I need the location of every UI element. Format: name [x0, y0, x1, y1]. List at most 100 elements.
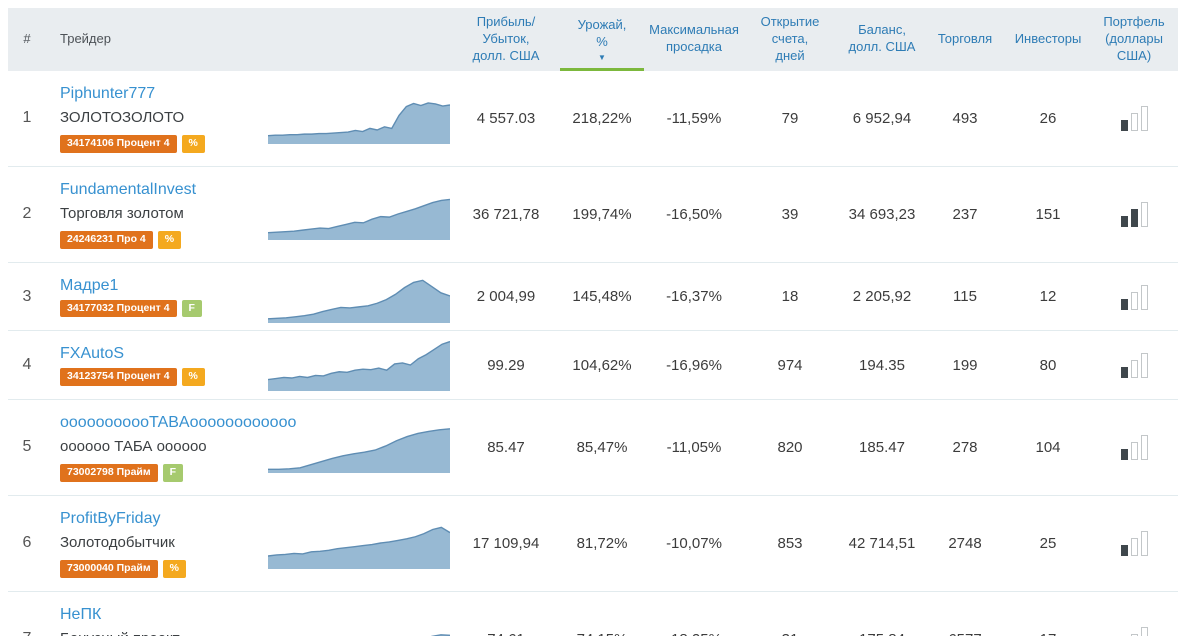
trader-strategy: oooooo ТАБА oooooo: [60, 437, 207, 455]
portfolio-bar-empty: [1140, 531, 1148, 557]
trader-name-link[interactable]: FundamentalInvest: [60, 180, 197, 198]
portfolio-chart-icon[interactable]: [1090, 352, 1178, 379]
trader-cell: НеПК Бонусный проект 46148245 Процент 6 …: [46, 592, 268, 636]
table-body: 1 Piphunter777 ЗОЛОТОЗОЛОТО 34174106 Про…: [8, 71, 1178, 636]
column-header-portfolio[interactable]: Портфель (доллары США): [1103, 14, 1165, 63]
investors-value: 17: [1006, 631, 1090, 636]
account-badge: 73000040 Прайм: [60, 560, 158, 578]
drawdown-value: -10,07%: [666, 534, 722, 552]
portfolio-bar-empty: [1130, 360, 1138, 379]
table-row: 6 ProfitByFriday Золотодобытчик 73000040…: [8, 496, 1178, 592]
traders-rating-table: # Трейдер Прибыль/Убыток, долл. США Урож…: [8, 8, 1178, 636]
table-row: 4 FXAutoS 34123754 Процент 4 % 99.29 104…: [8, 331, 1178, 400]
drawdown-value: -11,05%: [666, 438, 722, 456]
column-header-yield[interactable]: Урожай, % ▼: [556, 8, 648, 71]
account-badge: 34177032 Процент 4: [60, 299, 177, 318]
portfolio-bar-empty: [1130, 442, 1138, 461]
trader-name-link[interactable]: НеПК: [60, 605, 102, 623]
days-value: 853: [777, 534, 803, 552]
trader-cell: ooooooooooTABAoooooooooooo oooooo ТАБА o…: [46, 400, 296, 495]
column-header-trading[interactable]: Торговля: [937, 30, 993, 46]
portfolio-bar-filled: [1120, 545, 1128, 557]
yield-value: 85,47%: [576, 438, 628, 456]
portfolio-bar-filled: [1120, 120, 1128, 132]
table-row: 7 НеПК Бонусный проект 46148245 Процент …: [8, 592, 1178, 636]
column-header-chart: [268, 8, 456, 71]
portfolio-chart-icon[interactable]: [1090, 201, 1178, 228]
trader-name-link[interactable]: ooooooooooTABAoooooooooooo: [60, 413, 297, 431]
investors-value: 26: [1039, 109, 1057, 127]
portfolio-chart-icon[interactable]: [1090, 105, 1178, 132]
portfolio-bar-empty: [1130, 291, 1138, 310]
trader-cell: Мадре1 34177032 Процент 4 F: [46, 263, 268, 331]
trading-value: 237: [952, 205, 978, 223]
trader-badges: 73002798 Прайм F: [60, 464, 184, 482]
table-header-row: # Трейдер Прибыль/Убыток, долл. США Урож…: [8, 8, 1178, 71]
sparkline-svg: [268, 517, 450, 570]
drawdown-value: -16,96%: [666, 356, 722, 374]
column-header-profit[interactable]: Прибыль/Убыток, долл. США: [472, 14, 540, 63]
yield-value: 104,62%: [572, 356, 632, 374]
trading-value: 6577: [924, 631, 1006, 636]
sparkline-svg: [268, 92, 450, 145]
trader-name-link[interactable]: Piphunter777: [60, 84, 156, 102]
days-value: 820: [777, 438, 803, 456]
profit-value: 99.29: [487, 356, 525, 374]
column-header-balance[interactable]: Баланс, долл. США: [848, 22, 916, 55]
table-row: 1 Piphunter777 ЗОЛОТОЗОЛОТО 34174106 Про…: [8, 71, 1178, 167]
rank-number: 7: [8, 630, 46, 636]
balance-value: 194.35: [859, 356, 905, 374]
column-header-days[interactable]: Открытие счета, дней: [760, 14, 820, 63]
days-value: 79: [781, 109, 799, 127]
balance-value: 185.47: [859, 438, 905, 456]
trader-name-link[interactable]: ProfitByFriday: [60, 509, 161, 527]
portfolio-chart-icon[interactable]: [1090, 626, 1178, 636]
equity-sparkline-chart: [268, 271, 456, 323]
profit-value: 2 004,99: [476, 288, 536, 306]
trading-value: 493: [952, 109, 978, 127]
equity-sparkline-chart: [268, 92, 456, 145]
drawdown-value: -18,25%: [648, 631, 740, 636]
sort-caret-down-icon: ▼: [598, 52, 606, 62]
balance-value: 6 952,94: [852, 109, 912, 127]
yield-value: 199,74%: [572, 205, 632, 223]
balance-value: 34 693,23: [848, 205, 916, 223]
rank-number: 1: [22, 109, 32, 127]
investors-value: 80: [1039, 356, 1057, 374]
days-value: 39: [781, 205, 799, 223]
trading-value: 199: [952, 356, 978, 374]
rank-number: 6: [22, 534, 32, 552]
portfolio-chart-icon[interactable]: [1090, 284, 1178, 310]
tag-badge: F: [162, 464, 184, 482]
account-badge: 24246231 Про 4: [60, 231, 153, 249]
column-header-investors[interactable]: Инвесторы: [1014, 30, 1082, 46]
column-header-drawdown[interactable]: Максимальная просадка: [649, 22, 739, 55]
balance-value: 42 714,51: [848, 534, 916, 552]
trading-value: 115: [953, 288, 977, 306]
trader-strategy: Золотодобытчик: [60, 533, 175, 551]
trader-badges: 34174106 Процент 4 %: [60, 135, 205, 153]
tag-badge: %: [181, 135, 205, 153]
trader-name-link[interactable]: FXAutoS: [60, 345, 125, 363]
trading-value: 2748: [948, 534, 982, 552]
account-badge: 34174106 Процент 4: [60, 135, 177, 153]
trader-name-link[interactable]: Мадре1: [60, 276, 119, 294]
column-header-yield-label: Урожай, %: [577, 16, 627, 49]
sparkline-svg: [268, 188, 450, 241]
portfolio-chart-icon[interactable]: [1090, 530, 1178, 557]
portfolio-bar-filled: [1120, 298, 1128, 310]
profit-value: 74.61: [456, 631, 556, 636]
investors-value: 151: [1035, 205, 1061, 223]
trader-strategy: ЗОЛОТОЗОЛОТО: [60, 108, 185, 126]
investors-value: 104: [1035, 438, 1061, 456]
portfolio-bar-empty: [1130, 538, 1138, 557]
profit-value: 36 721,78: [472, 205, 540, 223]
account-badge: 34123754 Процент 4: [60, 368, 177, 386]
portfolio-bar-empty: [1140, 284, 1148, 310]
trader-cell: FundamentalInvest Торговля золотом 24246…: [46, 167, 268, 262]
portfolio-chart-icon[interactable]: [1090, 434, 1178, 461]
portfolio-bar-empty: [1140, 106, 1148, 132]
trader-strategy: Бонусный проект: [60, 629, 180, 636]
trader-badges: 34123754 Процент 4 %: [60, 368, 205, 386]
column-header-rank: #: [23, 30, 31, 46]
